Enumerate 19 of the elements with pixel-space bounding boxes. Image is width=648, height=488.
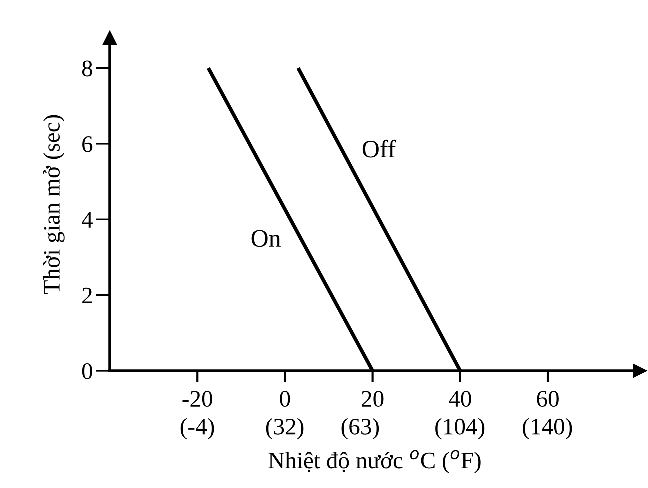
- series-label: On: [252, 230, 281, 248]
- y-tick-label: 6: [82, 136, 93, 152]
- y-tick-label: 8: [82, 60, 92, 77]
- x-axis-title: Nhiệt độ nước $^{o}$C ($^{o}$F): [268, 450, 481, 474]
- x-tick-label: 40: [449, 391, 472, 408]
- x2-tick-label: (-4): [180, 418, 214, 440]
- x2-tick-label: (63): [342, 418, 380, 440]
- y-tick-label: 2: [82, 288, 92, 304]
- x2-tick-label: (140): [523, 418, 572, 440]
- y-tick-label: 4: [82, 212, 93, 228]
- series-label: Off: [362, 140, 396, 158]
- y-tick-label: 0: [82, 363, 92, 380]
- x2-tick-label: (32): [266, 418, 304, 440]
- x-tick-label: 60: [537, 391, 559, 408]
- x-tick-label: 0: [280, 391, 290, 408]
- x2-tick-label: (104): [436, 418, 485, 440]
- x-tick-label: -20: [182, 391, 212, 408]
- x-tick-label: 20: [362, 391, 384, 408]
- y-axis-title: Thời gian mở (sec): [43, 115, 65, 294]
